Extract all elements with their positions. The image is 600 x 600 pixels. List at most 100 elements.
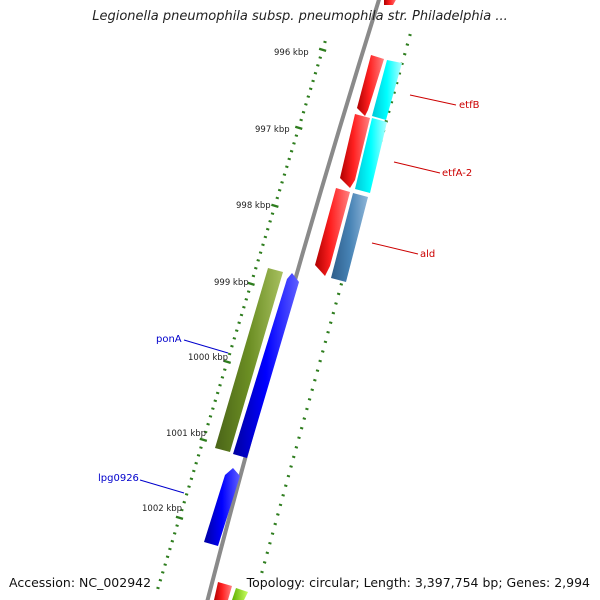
tick-label-999: 999 kbp [214, 278, 249, 288]
gene-lpg0926[interactable] [204, 468, 240, 546]
minor-tick [206, 422, 210, 426]
minor-tick [299, 426, 304, 430]
gene-red-3[interactable] [315, 188, 350, 276]
minor-tick [336, 292, 341, 296]
gene-label-etfa-2: etfA-2 [442, 168, 472, 179]
minor-tick [237, 321, 241, 325]
major-tick [223, 359, 232, 364]
minor-tick [328, 321, 333, 325]
major-tick [175, 515, 184, 520]
minor-tick [211, 407, 215, 411]
minor-tick [184, 492, 189, 496]
minor-tick [291, 455, 296, 459]
minor-tick [289, 149, 294, 153]
minor-tick [311, 79, 315, 83]
gene-red-2[interactable] [340, 114, 370, 188]
minor-tick [323, 40, 327, 44]
minor-tick [213, 399, 218, 403]
gene-etfa-2[interactable] [355, 118, 387, 193]
gene-label-lpg0926: lpg0926 [98, 473, 139, 484]
minor-tick [230, 344, 234, 348]
minor-tick [302, 417, 307, 420]
minor-tick [191, 469, 196, 473]
minor-tick [268, 541, 272, 545]
minor-tick [260, 570, 264, 574]
minor-tick [281, 493, 285, 497]
major-tick [199, 437, 208, 442]
gene-blue-1[interactable] [233, 273, 299, 458]
minor-tick [323, 340, 328, 344]
gene-red-1[interactable] [357, 55, 384, 116]
minor-tick [246, 290, 251, 294]
minor-tick [223, 368, 227, 372]
minor-tick [194, 461, 198, 465]
minor-tick [320, 350, 325, 353]
gene-bottom-red[interactable] [214, 582, 232, 600]
minor-tick [218, 383, 222, 387]
gene-ald[interactable] [331, 193, 368, 282]
major-tick [247, 281, 255, 286]
minor-tick [265, 551, 270, 555]
tick-label-997: 997 kbp [255, 125, 290, 135]
forward-strand-genes [214, 0, 402, 600]
minor-tick [287, 157, 292, 161]
minor-tick [251, 274, 256, 278]
tick-label-1001: 1001 kbp [166, 429, 206, 439]
gene-bottom-green[interactable] [232, 588, 248, 600]
minor-tick [384, 119, 389, 123]
minor-tick [262, 561, 267, 564]
minor-tick [299, 118, 303, 122]
minor-tick [313, 378, 317, 382]
tick-label-996: 996 kbp [274, 48, 309, 58]
inner-tick-ring [156, 40, 327, 590]
minor-tick [170, 539, 175, 543]
minor-tick [286, 474, 291, 478]
minor-tick [315, 369, 320, 373]
gene-label-etfb: etfB [459, 100, 480, 111]
minor-tick [263, 235, 268, 239]
minor-tick [294, 134, 299, 138]
minor-tick [199, 446, 203, 450]
minor-tick [220, 375, 225, 379]
minor-tick [301, 110, 306, 114]
minor-tick [158, 578, 163, 582]
minor-tick [273, 522, 278, 526]
major-tick [271, 203, 279, 208]
topology-summary: Topology: circular; Length: 3,397,754 bp… [244, 575, 592, 590]
tick-label-998: 998 kbp [236, 201, 271, 211]
minor-tick [276, 513, 280, 516]
tick-label-1000: 1000 kbp [188, 353, 228, 363]
minor-tick [180, 508, 184, 512]
major-tick [294, 125, 303, 130]
minor-tick [310, 388, 315, 392]
gene-pona[interactable] [215, 268, 283, 452]
minor-tick [277, 188, 282, 192]
minor-tick [172, 531, 177, 535]
minor-tick [227, 352, 232, 356]
minor-tick [258, 251, 263, 255]
minor-tick [308, 87, 313, 91]
minor-tick [289, 465, 293, 468]
minor-tick [297, 436, 301, 440]
minor-tick [307, 397, 312, 401]
minor-tick [270, 532, 275, 536]
minor-tick [402, 52, 407, 56]
minor-tick [256, 258, 260, 262]
minor-tick [232, 336, 237, 340]
minor-tick [318, 359, 322, 363]
gene-etfb[interactable] [372, 60, 402, 120]
minor-tick [242, 305, 246, 309]
gene-top-partial[interactable] [384, 0, 397, 5]
minor-tick [334, 302, 338, 305]
minor-tick [189, 477, 194, 481]
minor-tick [156, 586, 160, 590]
minor-tick [261, 243, 265, 247]
minor-tick [304, 102, 308, 106]
tick-label-1002: 1002 kbp [142, 504, 182, 514]
minor-tick [408, 33, 412, 37]
label-leaders [139, 94, 457, 494]
minor-tick [265, 227, 270, 231]
minor-tick [280, 180, 284, 184]
minor-tick [234, 329, 239, 333]
